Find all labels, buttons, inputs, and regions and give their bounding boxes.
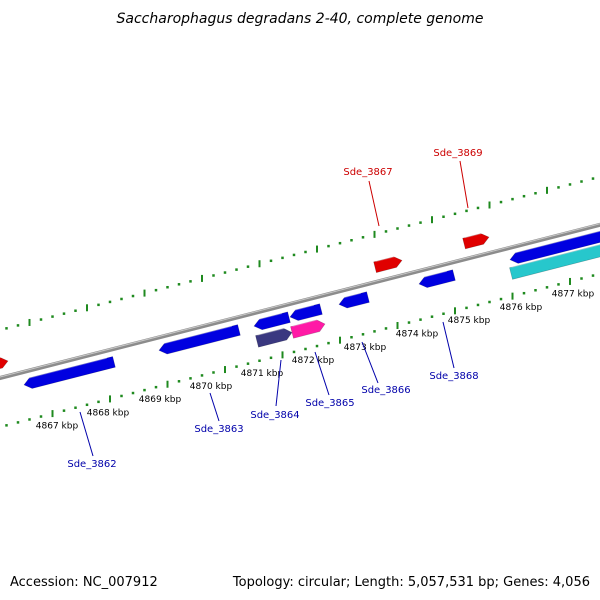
scale-label: 4869 kbp [139,395,182,405]
gene-label-sde-3865: Sde_3865 [305,398,354,409]
gene-label-sde-3866-leader [361,341,379,384]
gene-label-sde-3865-leader [314,351,330,396]
cyan-feature-shine [511,243,600,268]
scale-label: 4872 kbp [292,356,335,366]
map-title: Saccharophagus degradans 2-40, complete … [117,11,484,27]
scale-label: 4867 kbp [36,421,79,431]
reverse-gene-arrow-shine [24,357,107,380]
gene-label-sde-3868: Sde_3868 [429,371,478,382]
forward-gene-arrow [0,357,9,369]
gene-label-sde-3867-leader [368,180,380,227]
dark-feature [255,328,293,348]
gene-label-sde-3869: Sde_3869 [433,148,482,159]
map-layer: 4867 kbp 4868 kbp 4869 kbp 4870 kbp 4871 kbp… [0,148,600,470]
forward-gene-arrow-shine [464,232,482,239]
pink-feature [290,319,326,339]
reverse-gene-arrow-shine [290,304,314,312]
gene-label-sde-3864-leader [275,359,282,407]
forward-gene-arrow-shine [375,255,395,263]
scale-label: 4870 kbp [190,382,233,392]
accession-text: Accession: NC_007912 [10,575,158,590]
scale-label: 4871 kbp [241,369,284,379]
reverse-gene-arrow-shine [254,312,282,321]
gene-label-sde-3866: Sde_3866 [361,385,410,396]
reverse-gene-arrow [509,230,600,264]
gene-label-sde-3867: Sde_3867 [343,167,392,178]
scale-label: 4874 kbp [396,330,439,340]
reverse-gene-arrow-shine [419,270,447,279]
reverse-gene-arrow [158,324,241,355]
reverse-gene-arrow [418,269,456,288]
backbone-line [0,222,600,381]
scale-label: 4877 kbp [552,290,595,300]
reverse-gene-arrow-shine [510,230,600,255]
scale-label: 4876 kbp [500,303,543,313]
gene-label-sde-3869-leader [459,160,469,209]
gene-label-sde-3863: Sde_3863 [194,424,243,435]
forward-gene-arrow [373,256,403,273]
gene-label-sde-3868-leader [442,321,455,369]
dark-feature-shine [257,327,285,336]
genome-summary-text: Topology: circular; Length: 5,057,531 bp… [232,575,590,590]
reverse-gene-arrow [253,311,291,331]
scale-label: 4875 kbp [448,316,491,326]
gene-label-sde-3863-leader [209,392,220,422]
reverse-gene-arrow-shine [339,292,361,300]
gene-label-sde-3864: Sde_3864 [250,410,299,421]
reverse-gene-arrow [338,291,370,309]
reverse-gene-arrow [23,356,116,389]
pink-feature-shine [292,319,318,327]
gene-label-sde-3862: Sde_3862 [67,459,116,470]
gene-label-sde-3862-leader [79,411,94,457]
forward-gene-arrow [462,233,490,250]
reverse-gene-arrow [289,303,323,321]
reverse-gene-arrow-shine [159,325,232,346]
scale-label: 4868 kbp [87,408,130,418]
backbone-highlight [0,223,600,378]
cyan-feature [509,244,600,280]
scale-label: 4873 kbp [344,343,387,353]
